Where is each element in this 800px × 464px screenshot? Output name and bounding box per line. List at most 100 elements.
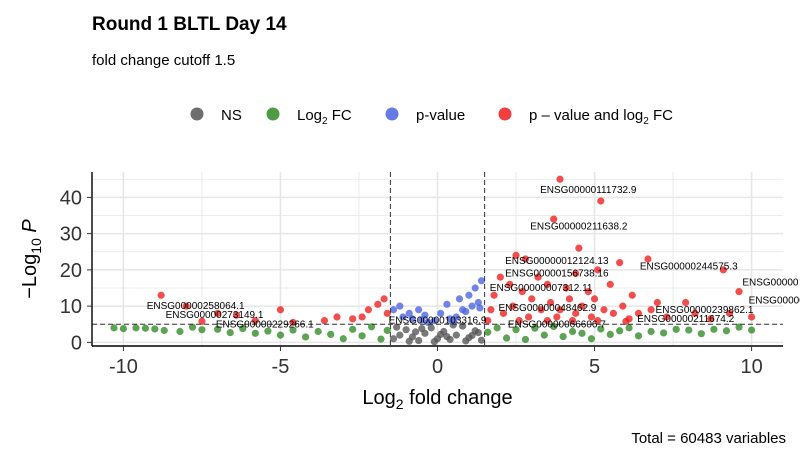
chart-title: Round 1 BLTL Day 14: [92, 14, 287, 35]
gene-label: ENSG00000273149.1: [166, 310, 264, 321]
point-both: [374, 300, 382, 308]
legend-label-log2fc: Log2 FC: [297, 107, 352, 127]
chart-caption: Total = 60483 variables: [631, 430, 786, 447]
point-pvalue: [408, 315, 416, 323]
legend-item-log2fc: Log2 FC: [266, 107, 352, 127]
point-log2fc: [484, 328, 492, 336]
point-pvalue: [477, 277, 486, 285]
point-both: [521, 255, 530, 263]
point-NS: [415, 336, 423, 345]
point-both: [349, 315, 357, 323]
x-tick-label: 10: [740, 356, 762, 378]
point-log2fc: [531, 324, 539, 332]
y-tick-label: 0: [71, 332, 82, 354]
point-pvalue: [474, 298, 482, 307]
point-log2fc: [349, 325, 357, 333]
point-both: [232, 311, 241, 319]
point-both: [543, 280, 552, 288]
x-tick-label: 5: [589, 356, 600, 378]
point-pvalue: [418, 316, 426, 324]
point-both: [590, 295, 599, 303]
point-both: [543, 317, 552, 325]
point-both: [597, 197, 605, 205]
point-NS: [474, 328, 482, 337]
legend-swatch-both: [498, 107, 512, 121]
series-both: [157, 175, 756, 327]
point-both: [484, 317, 492, 325]
point-log2fc: [239, 325, 247, 333]
point-both: [487, 306, 495, 314]
legend-label-both: p – value and log2 FC: [529, 107, 673, 127]
point-both: [333, 313, 341, 321]
point-both: [556, 175, 564, 183]
point-log2fc: [616, 327, 624, 335]
point-both: [647, 306, 655, 314]
point-log2fc: [660, 329, 668, 337]
point-both: [509, 302, 517, 310]
point-both: [550, 215, 558, 223]
point-NS: [396, 331, 404, 339]
point-both: [572, 309, 580, 317]
point-both: [182, 302, 190, 310]
legend-label-NS: NS: [221, 107, 242, 124]
point-NS: [462, 337, 470, 345]
legend: NS Log2 FC p-value p – value and log2 FC: [190, 107, 673, 127]
point-log2fc: [264, 327, 272, 335]
point-log2fc: [625, 324, 633, 332]
point-both: [214, 309, 222, 317]
point-pvalue: [399, 313, 407, 321]
point-pvalue: [465, 291, 473, 299]
gene-label: ENSG00000111732.9: [540, 185, 637, 196]
point-pvalue: [443, 300, 451, 308]
point-both: [383, 309, 391, 317]
gene-label: ENSG00000012124.13: [505, 256, 609, 267]
point-log2fc: [634, 332, 643, 340]
y-axis-title: −Log10 P: [19, 219, 44, 299]
y-tick-label: 40: [60, 187, 82, 209]
gene-label: ENSG00000048462.9: [499, 303, 597, 314]
point-both: [578, 302, 586, 310]
point-both: [575, 244, 583, 252]
legend-item-pvalue: p-value: [385, 107, 465, 124]
point-log2fc: [503, 334, 511, 342]
point-pvalue: [405, 309, 413, 317]
x-tick-label: -5: [272, 356, 290, 378]
point-NS: [443, 332, 451, 341]
point-both: [653, 298, 661, 307]
point-both: [719, 266, 727, 274]
point-both: [619, 302, 627, 310]
point-log2fc: [493, 324, 501, 332]
point-both: [556, 306, 564, 314]
point-NS: [418, 325, 426, 333]
gene-label: ENSG00000156738.16: [505, 269, 609, 280]
point-log2fc: [377, 335, 385, 343]
point-both: [553, 313, 561, 321]
point-log2fc: [367, 323, 376, 331]
point-both: [512, 251, 520, 259]
point-log2fc: [710, 325, 718, 333]
point-log2fc: [188, 323, 197, 331]
point-pvalue: [455, 295, 464, 303]
point-NS: [405, 337, 413, 345]
point-pvalue: [471, 284, 479, 292]
point-log2fc: [685, 326, 693, 334]
point-NS: [411, 328, 420, 336]
point-pvalue: [462, 307, 470, 316]
point-log2fc: [587, 335, 596, 343]
point-both: [594, 266, 602, 274]
y-tick-label: 20: [60, 260, 82, 282]
point-pvalue: [437, 309, 445, 317]
point-pvalue: [449, 317, 457, 325]
point-log2fc: [339, 335, 347, 343]
point-both: [515, 317, 523, 325]
point-both: [490, 291, 498, 299]
point-both: [565, 295, 574, 303]
point-log2fc: [540, 331, 548, 339]
gene-label: ENSG00000066606.7: [508, 319, 606, 330]
point-log2fc: [358, 332, 366, 340]
point-both: [524, 313, 533, 321]
point-both: [606, 280, 614, 288]
point-pvalue: [468, 302, 476, 310]
point-both: [609, 309, 617, 317]
point-both: [499, 309, 508, 317]
